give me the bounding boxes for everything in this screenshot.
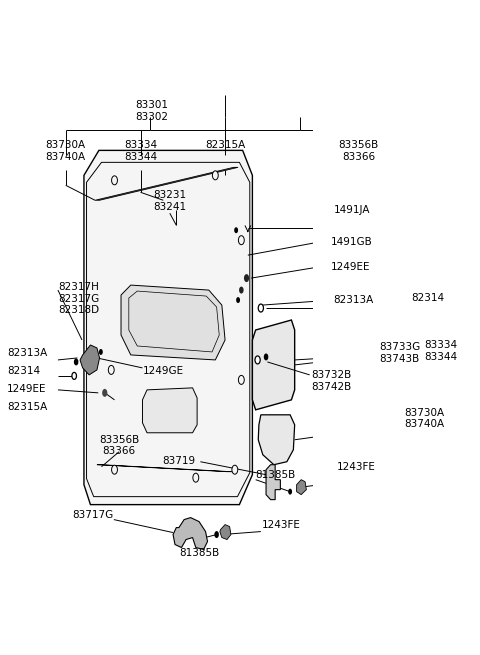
Text: 83356B
83366: 83356B 83366 xyxy=(99,435,139,457)
Text: 82315A: 82315A xyxy=(7,402,48,412)
Polygon shape xyxy=(95,167,238,200)
Circle shape xyxy=(244,274,249,282)
Text: 1491GB: 1491GB xyxy=(331,237,373,247)
Text: 83717G: 83717G xyxy=(72,510,113,519)
Polygon shape xyxy=(258,415,295,464)
Circle shape xyxy=(264,354,268,360)
Text: 83730A
83740A: 83730A 83740A xyxy=(404,408,444,430)
Text: 83733G
83743B: 83733G 83743B xyxy=(379,342,420,364)
Circle shape xyxy=(239,287,244,293)
Circle shape xyxy=(108,365,114,375)
Circle shape xyxy=(212,171,218,180)
Polygon shape xyxy=(97,464,231,472)
Circle shape xyxy=(99,349,103,355)
Text: 1249EE: 1249EE xyxy=(7,384,47,394)
Text: 82317H
82317G
82318D: 82317H 82317G 82318D xyxy=(58,282,99,315)
Circle shape xyxy=(74,358,78,365)
Circle shape xyxy=(111,176,118,185)
Text: 82314: 82314 xyxy=(7,366,40,376)
Circle shape xyxy=(258,304,264,312)
Circle shape xyxy=(236,297,240,303)
Text: 81385B: 81385B xyxy=(179,548,219,557)
Polygon shape xyxy=(297,479,306,495)
Text: 82314: 82314 xyxy=(412,293,445,303)
Text: 1243FE: 1243FE xyxy=(262,519,301,530)
Circle shape xyxy=(102,389,108,397)
Polygon shape xyxy=(220,525,231,540)
Text: 1491JA: 1491JA xyxy=(334,205,370,215)
Circle shape xyxy=(288,489,292,495)
Circle shape xyxy=(255,356,260,364)
Circle shape xyxy=(232,465,238,474)
Circle shape xyxy=(239,375,244,384)
Polygon shape xyxy=(173,517,207,550)
Polygon shape xyxy=(84,151,252,504)
Text: 83334
83344: 83334 83344 xyxy=(425,340,458,362)
Text: 82313A: 82313A xyxy=(7,348,48,358)
Text: 82313A: 82313A xyxy=(334,295,374,305)
Text: 83356B
83366: 83356B 83366 xyxy=(338,140,379,162)
Text: 83231
83241: 83231 83241 xyxy=(153,191,186,212)
Text: 83334
83344: 83334 83344 xyxy=(124,140,157,162)
Text: 1249EE: 1249EE xyxy=(331,262,371,272)
Circle shape xyxy=(72,373,76,379)
Text: 1243FE: 1243FE xyxy=(337,462,376,472)
Polygon shape xyxy=(80,345,99,375)
Polygon shape xyxy=(143,388,197,433)
Text: 82315A: 82315A xyxy=(205,140,245,151)
Circle shape xyxy=(111,465,118,474)
Polygon shape xyxy=(266,464,280,500)
Text: 83301
83302: 83301 83302 xyxy=(135,100,168,122)
Polygon shape xyxy=(252,320,295,410)
Text: 83730A
83740A: 83730A 83740A xyxy=(46,140,86,162)
Polygon shape xyxy=(121,285,225,360)
Text: 1249GE: 1249GE xyxy=(143,366,184,376)
Circle shape xyxy=(193,473,199,482)
Circle shape xyxy=(215,531,219,538)
Text: 83732B
83742B: 83732B 83742B xyxy=(311,370,351,392)
Text: 81385B: 81385B xyxy=(256,470,296,479)
Circle shape xyxy=(234,227,238,233)
Text: 83719: 83719 xyxy=(163,456,196,466)
Circle shape xyxy=(239,236,244,245)
